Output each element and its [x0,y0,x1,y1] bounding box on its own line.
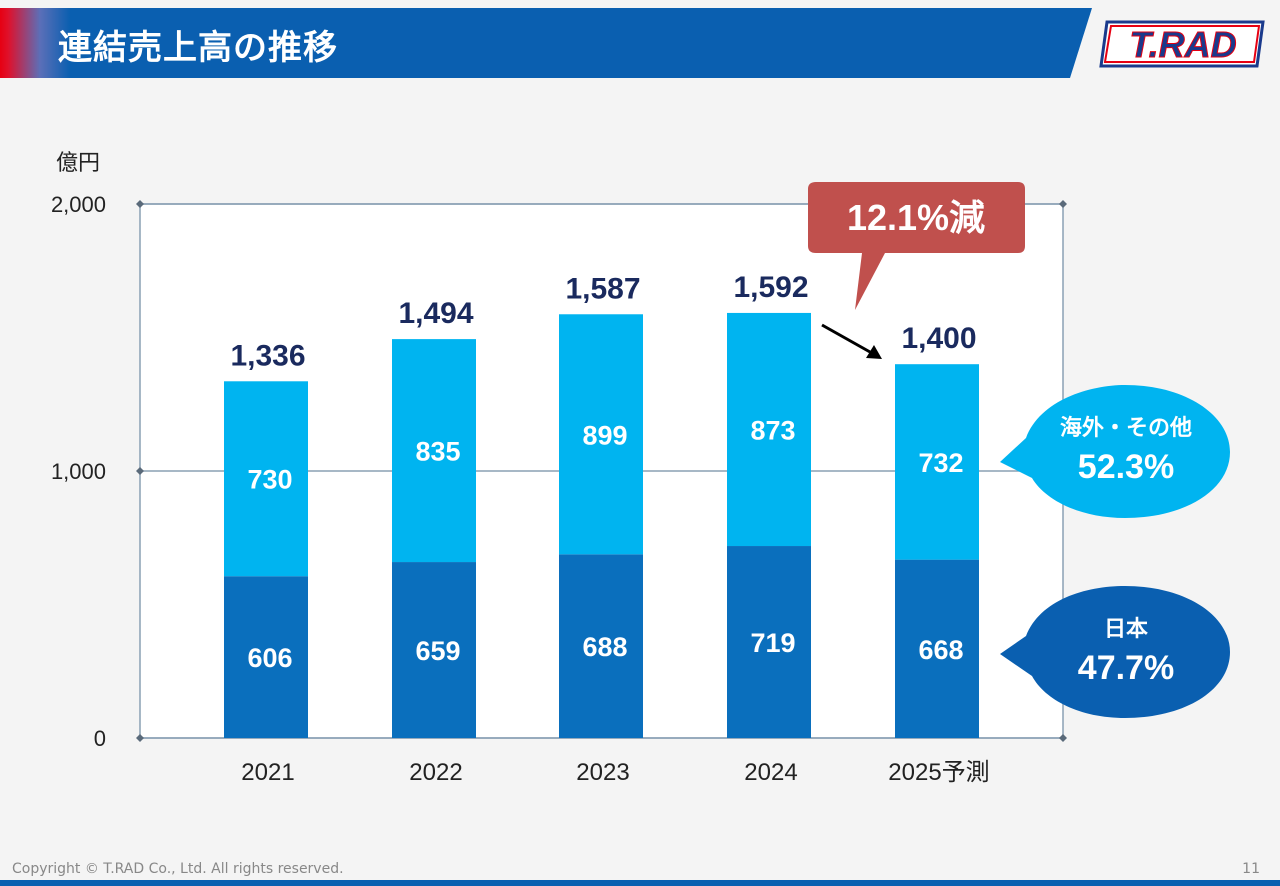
x-tick-label: 2021 [241,759,294,786]
axis-marker [1059,200,1067,208]
y-tick-label: 0 [94,726,106,751]
bar-value-japan: 719 [750,628,795,658]
decline-arrowhead [866,345,882,359]
page-number: 11 [1242,861,1260,877]
axis-marker [1059,734,1067,742]
decline-arrow [821,323,871,354]
title-bar: 連結売上高の推移 [0,8,1092,78]
change-callout-text: 12.1%減 [847,197,985,238]
bar-overseas [895,364,979,560]
y-tick-label: 1,000 [51,459,106,484]
copyright: Copyright © T.RAD Co., Ltd. All rights r… [12,861,344,877]
x-tick-label: 2024 [744,759,797,786]
overseas-share-bubble [1000,385,1230,518]
x-tick-label: 2023 [576,759,629,786]
japan-share-bubble [1000,586,1230,718]
japan-share-value: 47.7% [1078,649,1174,687]
trad-logo: T.RAD [1099,20,1265,68]
bar-overseas [559,314,643,555]
bar-value-overseas: 835 [415,437,460,467]
axis-marker [136,200,144,208]
bar-japan [392,562,476,738]
overseas-share-value: 52.3% [1078,448,1174,486]
bar-value-japan: 688 [582,632,627,662]
bar-value-overseas: 899 [582,420,627,450]
bar-total-label: 1,592 [733,271,808,304]
bar-value-japan: 659 [415,636,460,666]
bar-total-label: 1,336 [230,339,305,372]
bar-overseas [727,312,811,547]
y-tick-label: 2,000 [51,192,106,217]
y-axis-unit: 億円 [56,151,101,176]
svg-text:T.RAD: T.RAD [1129,24,1236,65]
axis-marker [136,467,144,475]
bar-total-label: 1,587 [565,272,640,305]
overseas-share-label: 海外・その他 [1060,415,1192,440]
bar-japan [895,559,979,738]
bar-total-label: 1,494 [398,297,473,330]
change-callout [808,182,1025,310]
bar-japan [224,576,308,738]
bar-overseas [392,339,476,563]
bar-japan [559,554,643,738]
page-title: 連結売上高の推移 [58,28,338,68]
bar-value-japan: 668 [918,635,963,665]
x-tick-label: 2025予測 [888,759,989,786]
bar-value-japan: 606 [247,643,292,673]
footer-bar [0,880,1280,886]
axis-marker [136,734,144,742]
bar-total-label: 1,400 [901,322,976,355]
bar-value-overseas: 732 [918,448,963,478]
x-tick-label: 2022 [409,759,462,786]
bar-overseas [224,381,308,577]
bar-value-overseas: 730 [247,465,292,495]
bar-value-overseas: 873 [750,415,795,445]
bar-japan [727,546,811,738]
japan-share-label: 日本 [1104,616,1148,641]
